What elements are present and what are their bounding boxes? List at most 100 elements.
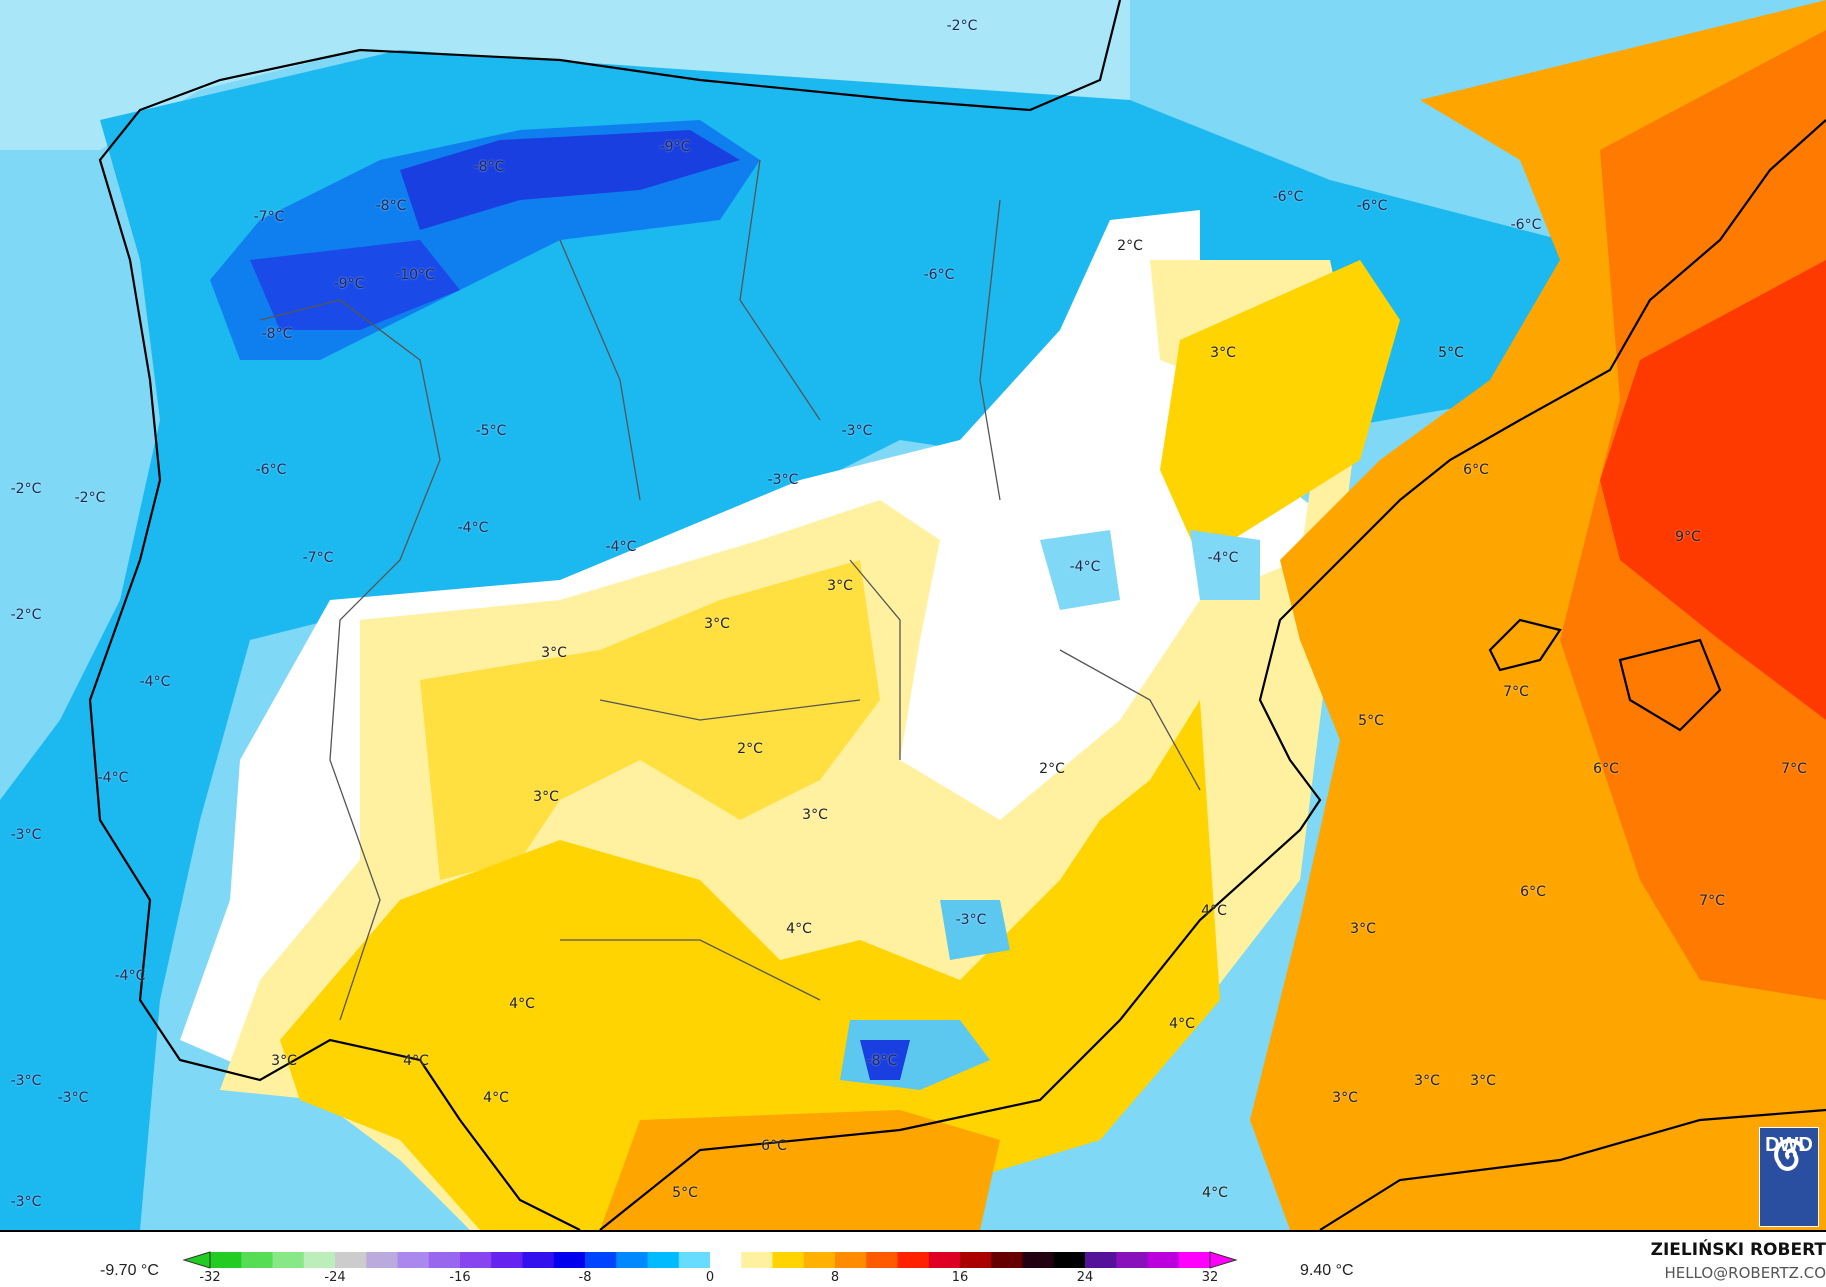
temperature-label: 4°C bbox=[1202, 1185, 1228, 1201]
temperature-label: 2°C bbox=[737, 741, 763, 757]
scale-swatch bbox=[616, 1252, 648, 1268]
scale-swatch bbox=[1085, 1252, 1117, 1268]
scale-swatch bbox=[835, 1252, 867, 1268]
map-fill bbox=[0, 0, 1826, 1230]
temperature-label: -7°C bbox=[253, 209, 285, 225]
temperature-label: -5°C bbox=[475, 423, 507, 439]
temperature-label: -3°C bbox=[955, 912, 987, 928]
temperature-label: -6°C bbox=[923, 267, 955, 283]
temperature-label: 4°C bbox=[403, 1053, 429, 1069]
temperature-label: 4°C bbox=[1169, 1016, 1195, 1032]
legend-tick-label: -8 bbox=[578, 1270, 592, 1285]
temperature-label: -4°C bbox=[605, 539, 637, 555]
temperature-label: 3°C bbox=[1210, 345, 1236, 361]
cold-peak-leon bbox=[250, 240, 460, 330]
legend-tick-label: 32 bbox=[1201, 1270, 1219, 1285]
temperature-label: -3°C bbox=[767, 472, 799, 488]
scale-swatch bbox=[491, 1252, 523, 1268]
scale-swatch bbox=[960, 1252, 992, 1268]
scale-swatch bbox=[647, 1252, 680, 1268]
scale-swatch bbox=[1053, 1252, 1086, 1268]
temperature-label: 4°C bbox=[786, 921, 812, 937]
temperature-label: -8°C bbox=[261, 326, 293, 342]
north-sea bbox=[0, 0, 1130, 150]
temperature-label: 6°C bbox=[1520, 884, 1546, 900]
scale-swatch bbox=[241, 1252, 273, 1268]
scale-extension-arrow bbox=[1209, 1251, 1238, 1269]
spiral-icon bbox=[1774, 1138, 1805, 1171]
temperature-label: 3°C bbox=[533, 789, 559, 805]
scale-swatch bbox=[897, 1252, 930, 1268]
temperature-label: -8°C bbox=[866, 1053, 898, 1069]
warm-meseta bbox=[420, 560, 880, 880]
temperature-label: -2°C bbox=[10, 481, 42, 497]
scale-swatch bbox=[585, 1252, 617, 1268]
temperature-label: -3°C bbox=[10, 1194, 42, 1210]
temperature-label: 3°C bbox=[1350, 921, 1376, 937]
temperature-label: -2°C bbox=[946, 18, 978, 34]
scale-swatch bbox=[397, 1252, 430, 1268]
temperature-label: 2°C bbox=[1039, 761, 1065, 777]
temperature-label: 3°C bbox=[1332, 1090, 1358, 1106]
legend-tick-label: -16 bbox=[449, 1270, 471, 1285]
temperature-label: -6°C bbox=[1510, 217, 1542, 233]
temperature-label: -4°C bbox=[114, 968, 146, 984]
temperature-label: -4°C bbox=[97, 770, 129, 786]
dwd-logo: DWD bbox=[1759, 1127, 1819, 1227]
temperature-label: 6°C bbox=[761, 1138, 787, 1154]
legend-min-value: -9.70 °C bbox=[100, 1262, 159, 1279]
temperature-label: -3°C bbox=[10, 827, 42, 843]
temperature-label: -3°C bbox=[57, 1090, 89, 1106]
temperature-label: 5°C bbox=[1438, 345, 1464, 361]
temperature-label: -4°C bbox=[457, 520, 489, 536]
scale-swatch bbox=[303, 1252, 336, 1268]
coastline bbox=[88, 0, 1826, 1230]
temperature-label: 3°C bbox=[827, 578, 853, 594]
temperature-label: 3°C bbox=[541, 645, 567, 661]
temperature-label: -8°C bbox=[473, 159, 505, 175]
temperature-label: -9°C bbox=[659, 139, 691, 155]
legend-tick-label: 24 bbox=[1076, 1270, 1094, 1285]
temperature-label: 6°C bbox=[1463, 462, 1489, 478]
scale-swatch bbox=[553, 1252, 586, 1268]
warm-ebro bbox=[1160, 260, 1400, 560]
temperature-label: -8°C bbox=[375, 198, 407, 214]
temperature-map[interactable]: -2°C -9°C -8°C -7°C -8°C -9°C -10°C -8°C -6°C -6°… bbox=[0, 0, 1826, 1232]
legend-tick-label: 8 bbox=[830, 1270, 840, 1285]
temperature-label: -7°C bbox=[302, 550, 334, 566]
scale-swatch bbox=[210, 1252, 242, 1268]
temperature-label: 4°C bbox=[1201, 903, 1227, 919]
legend-tick-label: 16 bbox=[951, 1270, 969, 1285]
scale-swatch bbox=[1178, 1252, 1211, 1268]
scale-swatch bbox=[522, 1252, 555, 1268]
temperature-label: 3°C bbox=[271, 1053, 297, 1069]
temperature-label: -6°C bbox=[255, 462, 287, 478]
scale-swatch bbox=[991, 1252, 1023, 1268]
color-scale-bar bbox=[182, 1251, 1238, 1269]
temperature-label: -10°C bbox=[395, 267, 435, 283]
cold-peak-cantabria bbox=[400, 130, 740, 230]
temperature-label: 9°C bbox=[1675, 529, 1701, 545]
temperature-label: 5°C bbox=[1358, 713, 1384, 729]
scale-swatch bbox=[428, 1252, 461, 1268]
scale-swatch bbox=[710, 1252, 742, 1268]
temperature-label: -4°C bbox=[139, 674, 171, 690]
author-email[interactable]: HELLO@ROBERTZ.CO bbox=[1664, 1264, 1826, 1282]
hottest-area bbox=[1600, 260, 1826, 720]
temperature-label: -6°C bbox=[1272, 189, 1304, 205]
temperature-label: 4°C bbox=[483, 1090, 509, 1106]
legend-tick-label: -24 bbox=[324, 1270, 346, 1285]
scale-swatch bbox=[678, 1252, 711, 1268]
legend-tick-label: -32 bbox=[199, 1270, 221, 1285]
scale-swatch bbox=[741, 1252, 773, 1268]
temperature-label: -6°C bbox=[1356, 198, 1388, 214]
scale-swatch bbox=[1147, 1252, 1180, 1268]
temperature-label: -2°C bbox=[74, 490, 106, 506]
temperature-label: 7°C bbox=[1699, 893, 1725, 909]
cold-pockets bbox=[1040, 530, 1260, 610]
cold-sierra-peak bbox=[860, 1040, 910, 1080]
scale-swatch bbox=[366, 1252, 398, 1268]
scale-swatch bbox=[803, 1252, 836, 1268]
legend: -9.70 °C -32 -24 -16 -8 0 8 16 24 32 9.40 °C ZIE… bbox=[0, 1232, 1826, 1287]
temperature-label: 5°C bbox=[672, 1185, 698, 1201]
